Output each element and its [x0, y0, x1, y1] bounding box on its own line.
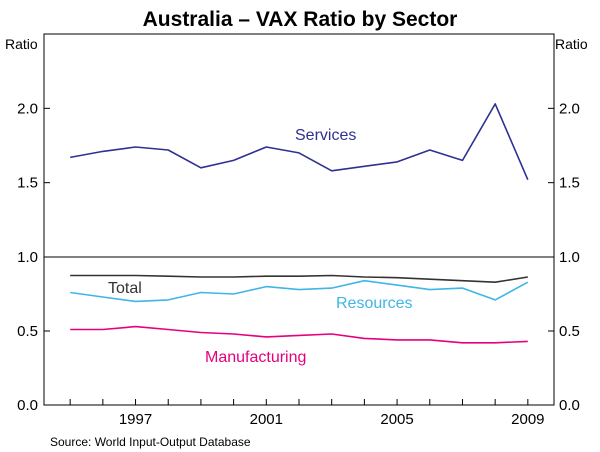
series-line-services: [70, 103, 529, 181]
x-tick-label: 2009: [511, 411, 544, 428]
x-tick-label: 1997: [119, 411, 152, 428]
series-label-total: Total: [108, 280, 142, 297]
y-tick-label-left: 0.5: [17, 323, 38, 340]
chart-title: Australia – VAX Ratio by Sector: [143, 8, 458, 31]
y-tick-label-right: 0.0: [559, 397, 580, 414]
left-axis-unit: Ratio: [5, 36, 38, 52]
y-tick-label-right: 1.0: [559, 249, 580, 266]
y-tick-label-left: 0.0: [17, 397, 38, 414]
series-label-resources: Resources: [336, 295, 412, 312]
y-tick-label-left: 1.0: [17, 249, 38, 266]
series-line-manufacturing: [70, 325, 528, 344]
series-line-resources: [70, 279, 529, 303]
y-tick-label-right: 2.0: [559, 100, 580, 117]
y-tick-label-right: 0.5: [559, 323, 580, 340]
series-line-total: [70, 274, 528, 284]
x-tick-label: 2001: [250, 411, 283, 428]
source-note: Source: World Input-Output Database: [50, 435, 251, 449]
x-tick-label: 2005: [380, 411, 413, 428]
series-label-manufacturing: Manufacturing: [205, 349, 306, 366]
y-tick-label-left: 1.5: [17, 175, 38, 192]
y-tick-label-right: 1.5: [559, 175, 580, 192]
y-tick-label-left: 2.0: [17, 100, 38, 117]
series-label-services: Services: [295, 127, 356, 144]
right-axis-unit: Ratio: [555, 36, 588, 52]
